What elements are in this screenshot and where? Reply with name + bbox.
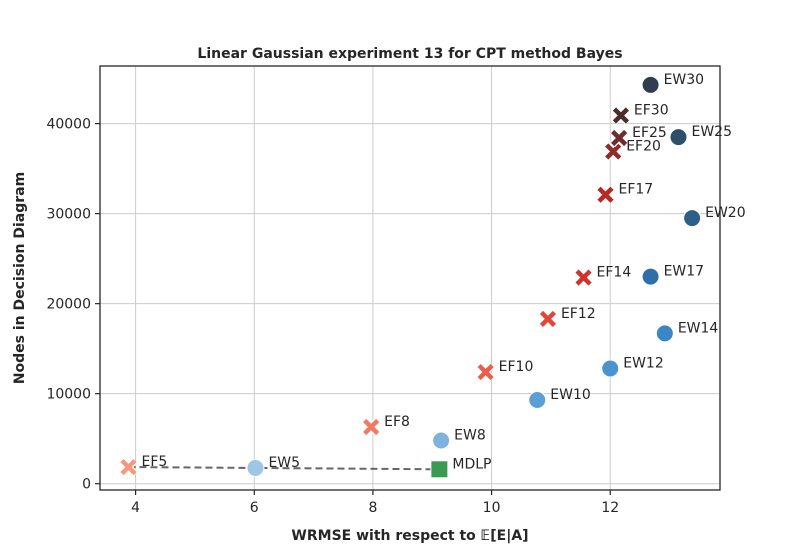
point-ef17-marker [596,185,615,204]
point-ew10-label: EW10 [550,387,591,403]
point-ef10-label: EF10 [499,359,534,375]
point-ef12-marker [538,309,557,328]
point-ef17-label: EF17 [618,182,653,198]
y-tick-label: 30000 [46,207,91,223]
point-ef8-marker [362,418,381,436]
point-ef14-label: EF14 [597,265,632,281]
point-ew25-label: EW25 [691,124,732,140]
x-tick-label: 8 [368,500,377,516]
x-axis-ticks: 4 6 8 10 12 [131,490,619,516]
point-ew14-marker [655,324,674,343]
x-tick-label: 6 [250,500,259,516]
y-tick-label: 20000 [46,297,91,313]
point-ef25-label: EF25 [632,125,667,141]
point-ew17-label: EW17 [664,264,705,280]
point-ew5-marker [246,458,265,477]
point-ef14-marker [574,268,593,287]
point-ef10-marker [476,363,495,382]
point-ef30-marker [611,106,630,125]
x-tick-label: 4 [131,500,140,516]
point-ew12-marker [601,359,620,378]
data-points [119,75,702,479]
point-ew20-marker [683,209,702,228]
y-axis-label: Nodes in Decision Diagram [12,172,28,384]
point-ef25-marker [610,129,629,147]
point-ew10-marker [528,390,547,409]
point-ew20-label: EW20 [705,205,746,221]
point-ef5-marker [119,458,138,477]
y-axis-ticks: 0 10000 20000 30000 40000 [46,117,100,493]
point-mdlp-marker [430,460,449,479]
point-ew8-marker [432,431,451,450]
point-ef20-marker [604,142,623,161]
point-ef30-label: EF30 [634,103,669,119]
point-ew25-marker [669,128,688,147]
point-ef5-label: EF5 [141,454,167,470]
x-tick-label: 10 [483,500,501,516]
point-ef20-label: EF20 [626,139,661,155]
y-tick-label: 0 [82,477,91,493]
y-tick-label: 40000 [46,117,91,133]
point-ew12-label: EW12 [623,355,664,371]
point-ef12-label: EF12 [561,306,596,322]
point-ef8-label: EF8 [384,414,410,430]
x-tick-label: 12 [601,500,619,516]
point-ew30-marker [641,75,660,94]
plot-frame [99,65,721,491]
point-mdlp-label: MDLP [452,456,491,472]
point-ew30-label: EW30 [664,72,705,88]
chart-title: Linear Gaussian experiment 13 for CPT me… [197,46,622,62]
point-ew8-label: EW8 [454,427,486,443]
point-ew5-label: EW5 [268,455,300,471]
y-tick-label: 10000 [46,387,91,403]
point-ew17-marker [641,267,660,286]
x-axis-label: WRMSE with respect to 𝔼[E|A] [291,528,528,544]
point-ew14-label: EW14 [678,320,719,336]
